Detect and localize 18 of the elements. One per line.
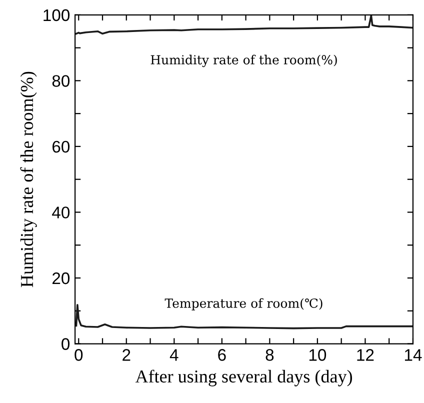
x-tick-label: 0 (74, 349, 83, 361)
x-tick-label: 6 (218, 349, 226, 361)
y-tick-label: 20 (52, 272, 70, 284)
y-tick-label: 60 (52, 140, 70, 153)
x-tick-label: 14 (404, 349, 422, 361)
x-tick-label: 10 (309, 349, 326, 361)
x-tick-label: 12 (357, 349, 374, 361)
y-tick-label: 0 (62, 338, 70, 350)
x-axis-title: After using several days (day) (135, 370, 352, 386)
x-tick-label: 4 (170, 349, 178, 361)
x-tick-label: 2 (122, 349, 130, 361)
y-axis-title: Humidity rate of the room(%) (20, 72, 37, 288)
y-tick-label: 80 (52, 75, 70, 87)
series-label: Humidity rate of the room(%) (150, 54, 337, 68)
y-tick-label: 40 (52, 206, 70, 218)
x-tick-label: 8 (266, 349, 274, 361)
series-label: Temperature of room(℃) (164, 298, 322, 310)
y-tick-label: 100 (44, 9, 70, 22)
